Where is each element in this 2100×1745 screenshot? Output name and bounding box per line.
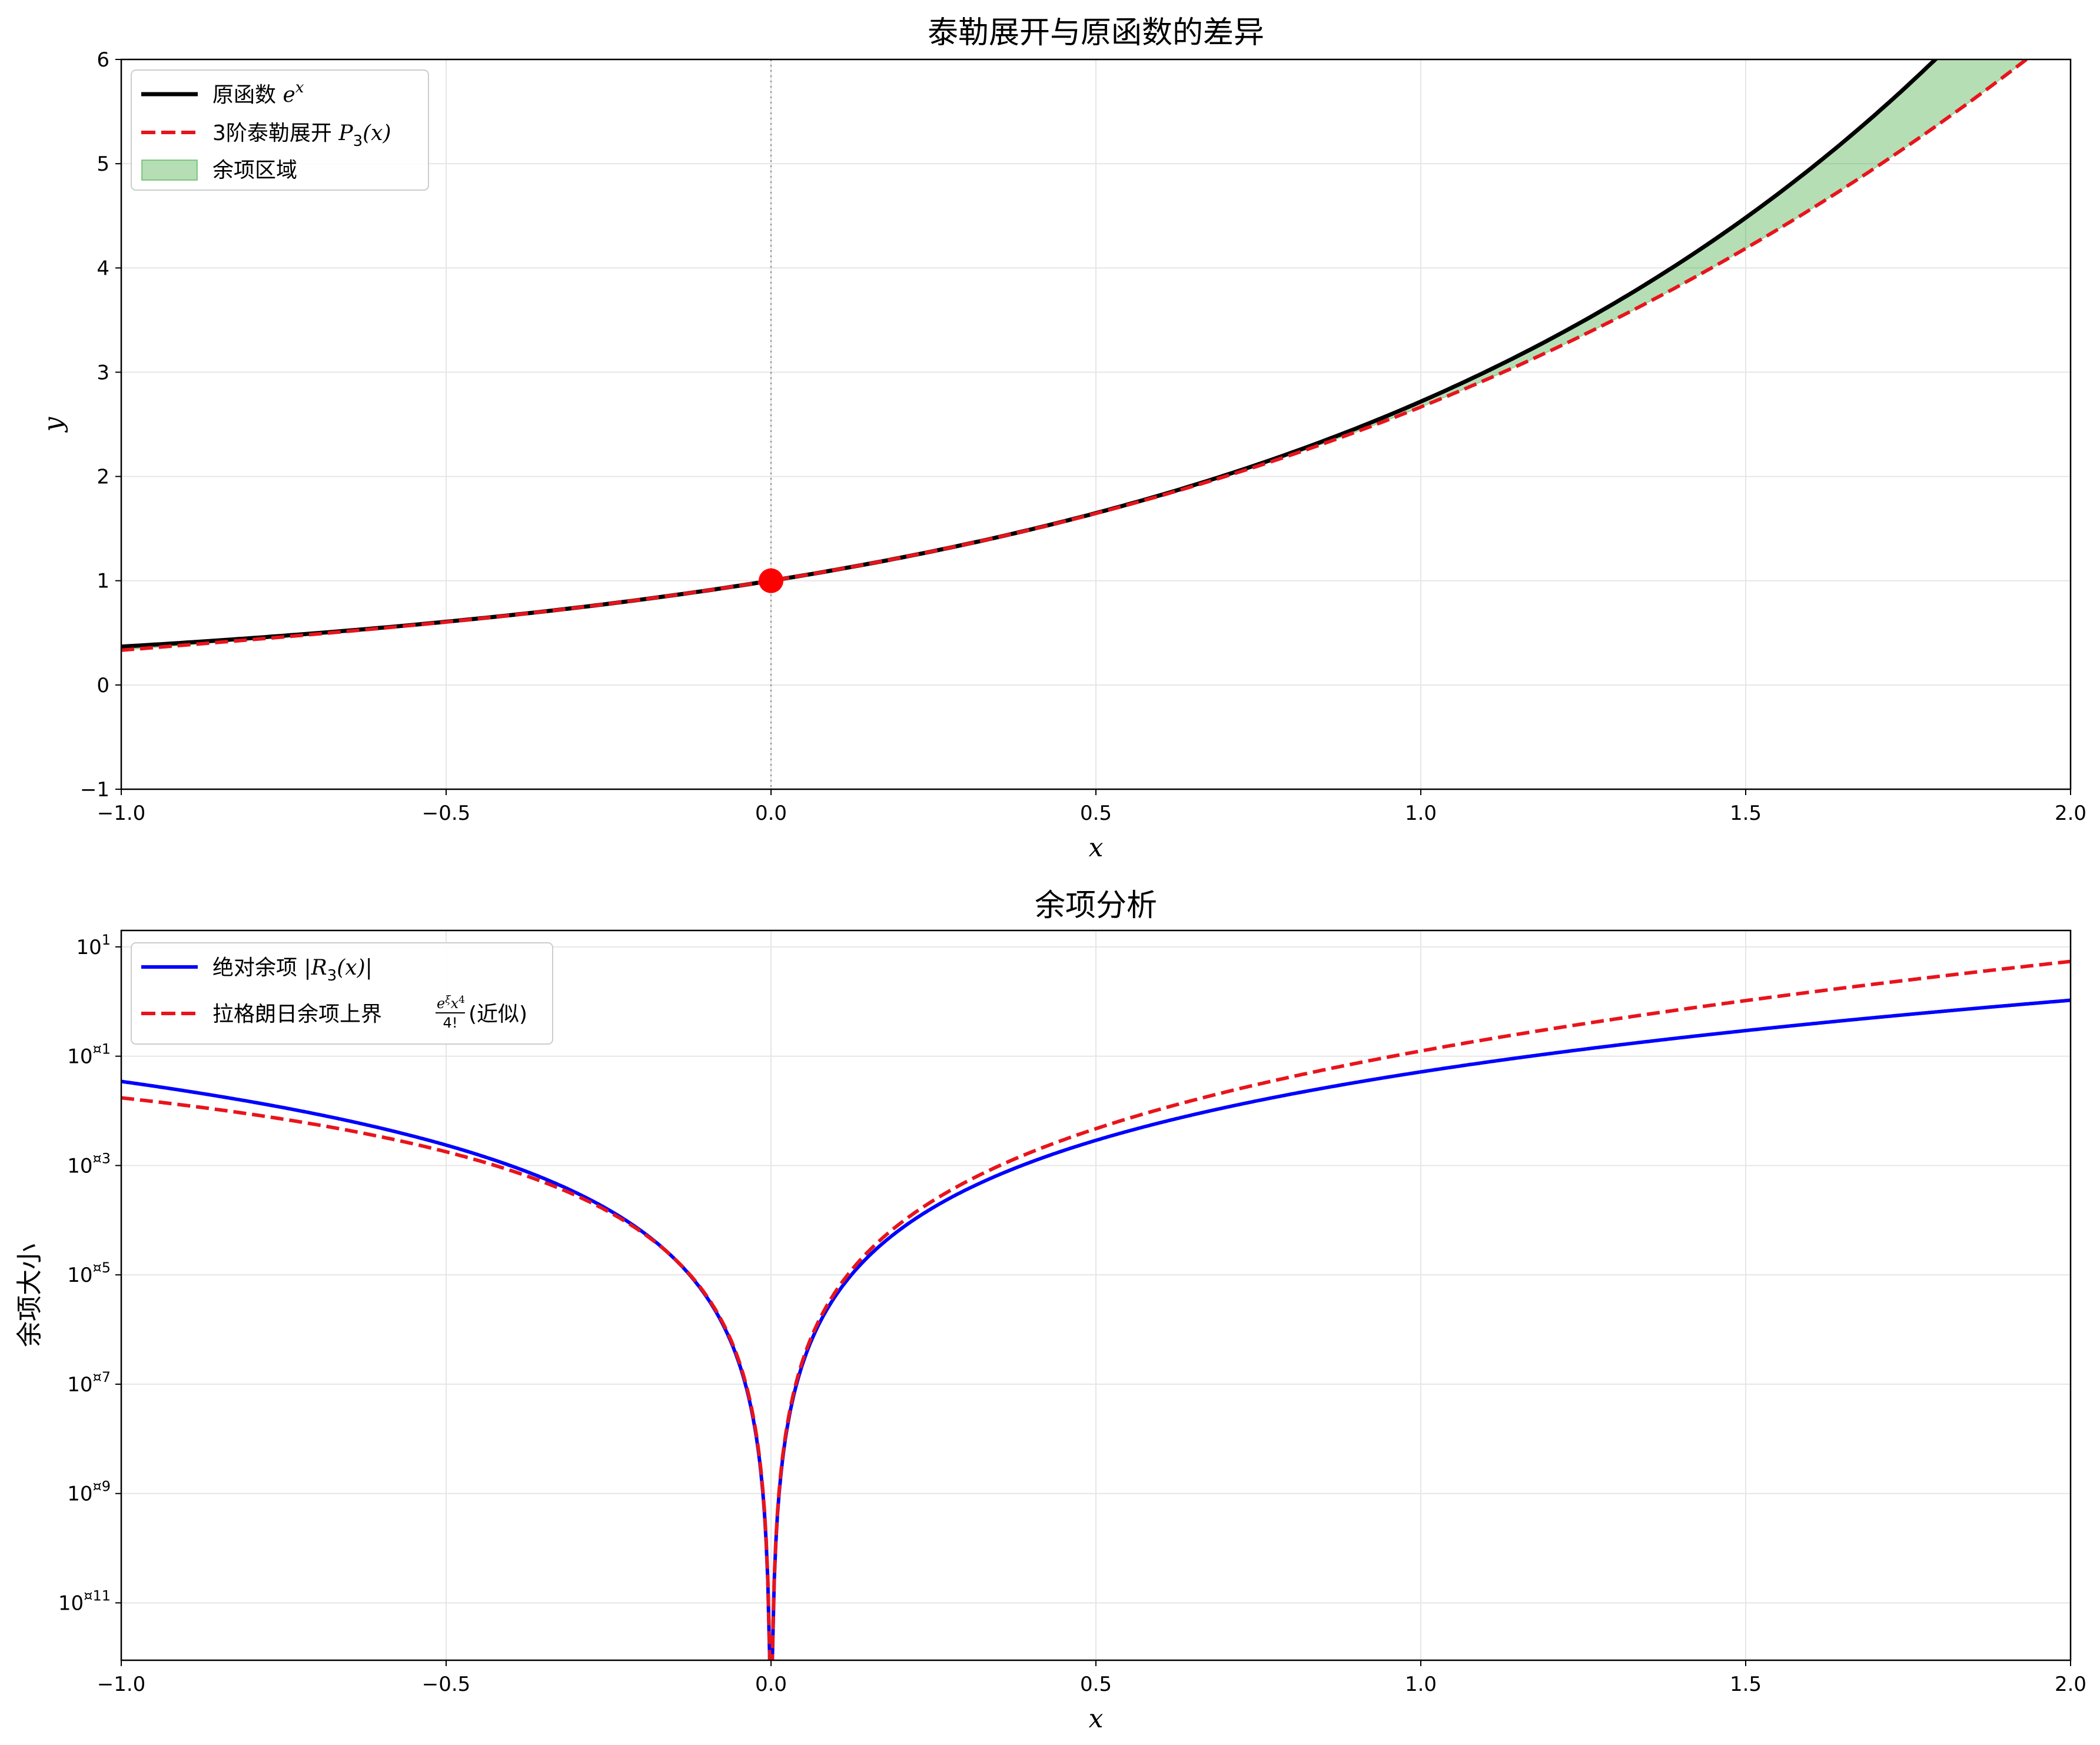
legend-entry-taylor-prefix: 3阶泰勒展开 (212, 121, 338, 145)
top-chart-y-axis-label: y (38, 416, 68, 433)
legend-frac-numerator: eξx4 (437, 994, 465, 1012)
frac-num-e: e (437, 995, 445, 1012)
bottom-chart-y-axis-label: 余项大小 (15, 1244, 45, 1347)
legend-entry-taylor-math: P (338, 121, 353, 145)
x-tick-label: 2.0 (2055, 802, 2086, 825)
x-tick-label: −1.0 (97, 802, 146, 825)
x-tick-label: 1.0 (1405, 802, 1437, 825)
top-chart-expansion-point (759, 568, 783, 593)
top-chart-legend: 原函数 ex 3阶泰勒展开 P3(x) 余项区域 (131, 69, 429, 191)
y-tick-label: 5 (97, 152, 109, 176)
x-tick-label: −0.5 (422, 1673, 471, 1696)
x-tick-label: 1.5 (1730, 1673, 1762, 1696)
bottom-chart-y-ticks: 101 10¤1 10¤3 10¤5 10¤7 10¤9 10¤11 (58, 932, 121, 1615)
series-line-abs-remainder (121, 998, 2071, 1660)
legend-abs-math: R (311, 956, 327, 980)
top-chart-x-axis-label: x (1089, 833, 1104, 863)
y-tick-label: 6 (97, 48, 109, 72)
frac-num-xi: ξ (445, 994, 451, 1006)
top-chart-title: 泰勒展开与原函数的差异 (928, 15, 1264, 51)
legend-swatch-remainder (141, 159, 198, 181)
legend-abs-prefix: 绝对余项 | (212, 956, 311, 980)
y-tick-label: 2 (97, 466, 109, 489)
legend-lagrange-fraction: eξx4 4! (436, 994, 465, 1031)
legend-entry-exp-sup: x (295, 79, 304, 97)
frac-num-4: 4 (458, 994, 465, 1006)
top-chart-series (121, 59, 2029, 652)
bottom-chart-title: 余项分析 (1035, 888, 1157, 923)
top-chart-x-ticks: −1.0 −0.5 0.0 0.5 1.0 1.5 2.0 (97, 789, 2086, 825)
legend-box (131, 942, 553, 1045)
y-tick-label: 4 (97, 257, 109, 280)
y-tick-label: 10¤7 (67, 1369, 111, 1397)
frac-num-x: x (451, 995, 459, 1012)
x-tick-label: 0.0 (755, 1673, 787, 1696)
legend-entry-taylor: 3阶泰勒展开 P3(x) (212, 121, 391, 150)
top-chart-grid (121, 59, 2071, 790)
legend-box (131, 69, 429, 191)
bottom-chart: 余项分析 −1.0 −0.5 0.0 0.5 1.0 1.5 2.0 101 10¤1 10¤3… (15, 888, 2086, 1734)
legend-entry-taylor-suffix: (x) (363, 121, 391, 145)
bottom-chart-legend: 绝对余项 |R3(x)| 拉格朗日余项上界 eξx4 4! (近似) (131, 942, 553, 1045)
y-tick-label: 10¤9 (67, 1478, 111, 1506)
y-tick-label: −1 (80, 778, 109, 802)
bottom-chart-series (121, 959, 2071, 1660)
series-line-lagrange-bound (121, 959, 2071, 1660)
y-tick-label: 10¤1 (67, 1041, 111, 1069)
legend-entry-taylor-sub: 3 (353, 132, 363, 150)
legend-entry-abs-remainder: 绝对余项 |R3(x)| (212, 956, 373, 985)
expansion-point-marker (759, 568, 783, 593)
x-tick-label: 1.0 (1405, 1673, 1437, 1696)
legend-entry-exp-math: e (283, 83, 295, 107)
y-tick-label: 10¤5 (67, 1259, 111, 1287)
y-tick-label: 10¤11 (58, 1587, 111, 1615)
x-tick-label: 1.5 (1730, 802, 1762, 825)
legend-abs-suffix: (x)| (337, 956, 373, 980)
legend-entry-exp: 原函数 ex (212, 79, 304, 107)
x-tick-label: 0.5 (1080, 1673, 1112, 1696)
series-line-taylor (121, 59, 2029, 652)
legend-frac-denominator: 4! (443, 1015, 458, 1031)
bottom-chart-x-axis-label: x (1089, 1704, 1104, 1734)
y-tick-label: 1 (97, 570, 109, 593)
top-chart-y-ticks: −1 0 1 2 3 4 5 6 (80, 48, 121, 802)
y-tick-label: 10¤3 (67, 1150, 111, 1178)
x-tick-label: 0.0 (755, 802, 787, 825)
legend-abs-sub: 3 (327, 967, 337, 985)
y-tick-label: 101 (76, 932, 111, 959)
legend-entry-lagrange-prefix: 拉格朗日余项上界 (212, 1002, 382, 1026)
top-chart: 泰勒展开与原函数的差异 −1.0 −0.5 0.0 0.5 1.0 1.5 2.0 −1 0 1… (38, 15, 2086, 863)
bottom-chart-x-ticks: −1.0 −0.5 0.0 0.5 1.0 1.5 2.0 (97, 1660, 2086, 1696)
x-tick-label: −1.0 (97, 1673, 146, 1696)
x-tick-label: −0.5 (422, 802, 471, 825)
y-tick-label: 0 (97, 674, 109, 697)
x-tick-label: 0.5 (1080, 802, 1112, 825)
legend-entry-exp-prefix: 原函数 (212, 83, 283, 107)
y-tick-label: 3 (97, 361, 109, 384)
legend-entry-remainder: 余项区域 (212, 158, 297, 182)
legend-entry-lagrange-suffix: (近似) (468, 1002, 527, 1026)
x-tick-label: 2.0 (2055, 1673, 2086, 1696)
